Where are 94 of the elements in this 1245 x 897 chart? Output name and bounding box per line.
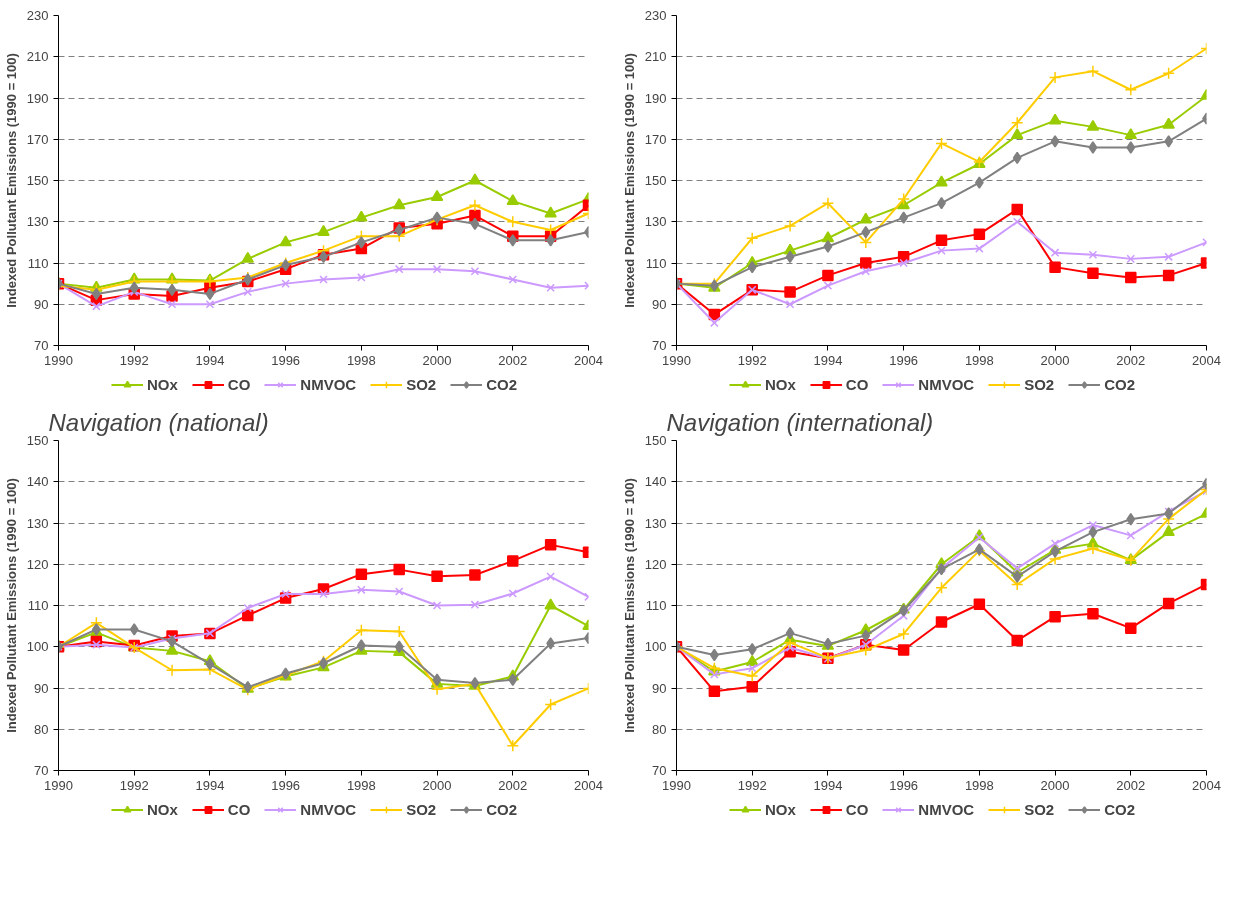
chart-title: Navigation (international) [666,408,934,436]
y-tick-label: 130 [644,515,667,531]
y-tick-label: 110 [27,598,49,613]
y-tick-label: 190 [26,90,49,106]
x-tick-label: 1998 [346,352,376,368]
y-tick-label: 170 [644,131,667,147]
y-axis-title: Indexed Pollutant Emissions (1990 = 100) [621,478,637,733]
x-tick-label: 1990 [662,352,691,368]
x-tick-label: 1996 [889,352,919,368]
x-tick-label: 2004 [574,352,603,368]
x-tick-label: 2000 [1040,777,1070,793]
legend-label: CO [227,375,251,393]
y-tick-label: 90 [652,296,667,312]
y-tick-label: 100 [644,639,667,655]
y-axis-title: Indexed Pollutant Emissions (1990 = 100) [621,53,637,308]
x-tick-label: 2000 [1040,352,1070,368]
y-tick-label: 140 [644,474,667,490]
x-tick-label: 1990 [44,352,73,368]
x-tick-label: 2002 [1116,352,1146,368]
legend-label: NOx [764,375,796,393]
y-tick-label: 90 [652,680,667,696]
y-tick-label: 120 [26,556,49,572]
y-tick-label: 110 [645,255,667,271]
x-tick-label: 1994 [195,777,225,793]
y-tick-label: 150 [644,173,667,188]
x-tick-label: 1990 [662,777,691,793]
legend-label: SO2 [1024,375,1055,393]
y-axis-title: Indexed Pollutant Emissions (1990 = 100) [3,53,19,308]
y-tick-label: 70 [652,338,667,353]
legend-label: CO [845,375,869,393]
y-tick-label: 100 [26,639,49,655]
x-tick-label: 1996 [889,777,919,793]
y-axis-title: Indexed Pollutant Emissions (1990 = 100) [3,478,19,733]
legend-label: CO [845,800,869,818]
x-tick-label: 1996 [271,777,301,793]
y-tick-label: 90 [34,680,49,696]
x-tick-label: 2004 [574,777,603,793]
x-tick-label: 1998 [964,352,994,368]
x-tick-label: 2002 [498,352,528,368]
legend-label: NMVOC [918,375,975,393]
x-tick-label: 1994 [813,352,843,368]
y-tick-label: 130 [644,214,667,230]
chart-title: Navigation (national) [48,408,269,436]
y-tick-label: 70 [34,338,49,353]
legend-label: SO2 [1024,800,1055,818]
y-tick-label: 80 [34,721,49,737]
y-tick-label: 70 [34,763,49,778]
x-tick-label: 1996 [271,352,301,368]
y-tick-label: 230 [26,8,49,23]
y-tick-label: 210 [644,49,667,65]
x-tick-label: 2004 [1192,777,1221,793]
x-tick-label: 2002 [1116,777,1146,793]
legend-label: NMVOC [300,800,357,818]
legend-label: SO2 [406,800,437,818]
x-tick-label: 1994 [813,777,843,793]
y-tick-label: 130 [26,214,49,230]
x-tick-label: 2004 [1192,352,1221,368]
x-tick-label: 1992 [119,777,149,793]
x-tick-label: 1994 [195,352,225,368]
legend-label: SO2 [406,375,437,393]
y-tick-label: 140 [26,474,49,490]
legend-label: NOx [146,800,178,818]
legend-label: CO2 [486,800,518,818]
y-tick-label: 70 [652,763,667,778]
y-tick-label: 80 [652,721,667,737]
legend-label: CO [227,800,251,818]
legend-label: NMVOC [300,375,357,393]
legend-label: CO2 [1104,375,1136,393]
legend-label: NOx [764,800,796,818]
x-tick-label: 1992 [737,352,767,368]
x-tick-label: 2000 [422,777,452,793]
legend-label: NOx [146,375,178,393]
x-tick-label: 1998 [346,777,376,793]
y-tick-label: 90 [34,296,49,312]
x-tick-label: 1990 [44,777,73,793]
y-tick-label: 150 [26,173,49,188]
x-tick-label: 1992 [737,777,767,793]
y-tick-label: 150 [26,433,49,448]
legend-label: CO2 [486,375,518,393]
y-tick-label: 110 [645,598,667,613]
x-tick-label: 1998 [964,777,994,793]
legend-label: CO2 [1104,800,1136,818]
y-tick-label: 210 [26,49,49,65]
legend-label: NMVOC [918,800,975,818]
x-tick-label: 1992 [119,352,149,368]
y-tick-label: 150 [644,433,667,448]
y-tick-label: 230 [644,8,667,23]
y-tick-label: 120 [644,556,667,572]
y-tick-label: 110 [27,255,49,271]
x-tick-label: 2000 [422,352,452,368]
x-tick-label: 2002 [498,777,528,793]
y-tick-label: 170 [26,131,49,147]
y-tick-label: 190 [644,90,667,106]
y-tick-label: 130 [26,515,49,531]
